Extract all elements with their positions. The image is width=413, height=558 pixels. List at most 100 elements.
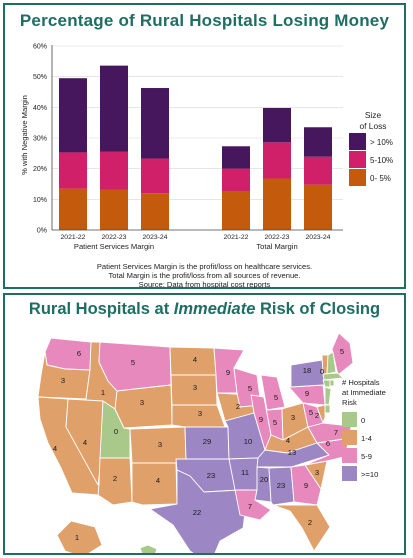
state-value-co: 3: [158, 440, 162, 449]
state-value-mt: 5: [131, 358, 135, 367]
bar-segment-0-5-: [263, 178, 291, 230]
state-value-ar: 11: [241, 468, 249, 477]
y-tick-label: 60%: [33, 44, 47, 51]
bar-segment-0-5-: [304, 184, 332, 230]
state-value-mi: 5: [274, 393, 278, 402]
y-tick-label: 20%: [33, 166, 47, 173]
state-me: [331, 332, 354, 376]
y-tick-label: 10%: [33, 197, 47, 204]
state-nj: [324, 386, 332, 406]
x-tick-label: 2022-23: [102, 234, 127, 241]
bar-segment-5-10-: [263, 142, 291, 179]
bar-segment--10-: [263, 107, 291, 143]
map-legend: # Hospitals at Immediate Risk 0 1-4 5-9 …: [342, 378, 386, 481]
state-value-mo: 10: [244, 437, 252, 446]
state-value-az: 2: [113, 474, 117, 483]
state-value-tx: 22: [193, 508, 201, 517]
state-value-ky: 4: [286, 436, 290, 445]
footnote-line-2: Total Margin is the profit/loss from all…: [108, 271, 301, 280]
bar-segment-0-5-: [59, 188, 87, 230]
state-value-la: 7: [248, 502, 252, 511]
y-axis-label: % with Negative Margin: [20, 95, 29, 175]
legend-label-0-5: 0- 5%: [370, 174, 391, 183]
state-value-ut: 0: [114, 427, 118, 436]
legend: Size of Loss > 10% 5-10% 0- 5%: [349, 110, 393, 186]
bar-segment-5-10-: [59, 152, 87, 189]
bar-segment--10-: [304, 127, 332, 157]
legend-swatch-0-5: [349, 169, 366, 186]
map-legend-swatch-5-9: [342, 448, 357, 463]
state-wy: [114, 384, 173, 429]
state-value-nm: 4: [156, 476, 160, 485]
map-legend-swatch-10-plus: [342, 466, 357, 481]
x-tick-label: 2021-22: [61, 234, 86, 241]
state-al: [268, 466, 295, 506]
map-title: Rural Hospitals at Immediate Risk of Clo…: [5, 300, 404, 319]
state-value-or: 3: [61, 376, 65, 385]
state-value-sc: 3: [315, 468, 319, 477]
state-value-ks: 29: [203, 437, 211, 446]
state-value-oh: 3: [291, 413, 295, 422]
legend-title-line1: Size: [365, 110, 382, 120]
map-title-suffix: Risk of Closing: [255, 300, 381, 318]
state-value-in: 5: [273, 418, 277, 427]
state-fl: [272, 504, 331, 552]
state-value-ok: 23: [207, 471, 215, 480]
state-value-wi: 5: [248, 384, 252, 393]
bar-segment-5-10-: [100, 151, 128, 190]
y-tick-label: 0%: [37, 228, 47, 235]
state-md: [316, 404, 326, 424]
state-value-ca: 4: [53, 444, 57, 453]
state-value-nv: 4: [83, 438, 87, 447]
group-label: Total Margin: [256, 242, 297, 251]
state-value-md: 2: [315, 411, 319, 420]
state-value-nc: 6: [326, 439, 330, 448]
state-ma: [322, 372, 344, 381]
map-legend-title-line3: Risk: [342, 398, 357, 407]
state-de: [324, 404, 331, 414]
state-ct: [322, 379, 331, 388]
bar-segment--10-: [222, 146, 250, 169]
footnote-line-1: Patient Services Margin is the profit/lo…: [96, 262, 313, 271]
state-value-ma: 0: [320, 367, 324, 376]
state-value-sd: 3: [193, 383, 197, 392]
legend-swatch-5-10: [349, 151, 366, 168]
map-legend-label-5-9: 5-9: [361, 452, 372, 461]
state-value-ms: 20: [260, 475, 268, 484]
bar-segment-0-5-: [222, 191, 250, 230]
state-value-ny: 18: [303, 366, 311, 375]
x-tick-label: 2022-23: [265, 234, 290, 241]
footnote-source: Source: Data from hospital cost reports: [138, 280, 271, 289]
map-title-prefix: Rural Hospitals at: [28, 300, 174, 318]
map-legend-label-0: 0: [361, 416, 365, 425]
state-value-id: 1: [101, 388, 105, 397]
legend-swatch-over-10: [349, 133, 366, 150]
bar-segment-0-5-: [141, 193, 169, 230]
stacked-bar-chart: % with Negative Margin 0% 10% 20% 30% 40% 50%…: [20, 44, 393, 252]
chart-title: Percentage of Rural Hospitals Losing Mon…: [19, 11, 390, 30]
bar-segment--10-: [100, 65, 128, 152]
state-value-pa: 9: [305, 389, 309, 398]
state-value-il: 9: [259, 415, 263, 424]
legend-label-over-10: > 10%: [370, 138, 393, 147]
y-tick-label: 50%: [33, 74, 47, 81]
map-panel: Rural Hospitals at Immediate Risk of Clo…: [3, 293, 406, 555]
bar-segment-5-10-: [222, 168, 250, 192]
map-legend-swatch-0: [342, 412, 357, 427]
state-value-mn: 9: [226, 368, 230, 377]
state-value-va: 7: [334, 428, 338, 437]
state-value-tn: 13: [288, 448, 296, 457]
state-value-nd: 4: [193, 355, 197, 364]
bar-segment--10-: [59, 78, 87, 153]
state-nm: [131, 462, 178, 506]
state-nh: [326, 351, 337, 375]
bar-segment-5-10-: [141, 158, 169, 194]
map-legend-swatch-1-4: [342, 430, 357, 445]
state-value-ne: 3: [198, 409, 202, 418]
state-tx: [149, 469, 247, 553]
state-ri: [329, 379, 335, 387]
legend-label-5-10: 5-10%: [370, 156, 393, 165]
group-label: Patient Services Margin: [74, 242, 154, 251]
state-ak: [56, 520, 103, 553]
map-legend-label-10-plus: >=10: [361, 470, 378, 479]
